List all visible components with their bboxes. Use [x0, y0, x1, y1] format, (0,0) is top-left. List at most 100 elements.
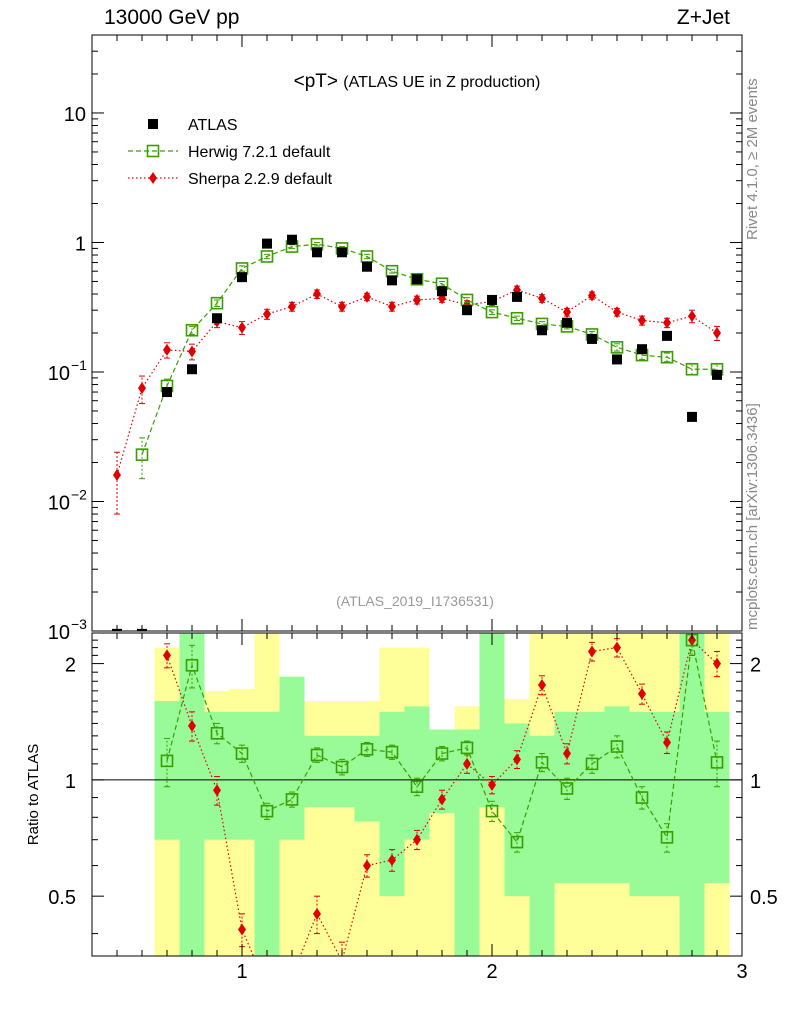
mcplots-reference-label: mcplots.cern.ch [arXiv:1306.3436] [744, 403, 761, 630]
band-outer-low [604, 883, 630, 956]
band-outer-low [204, 839, 230, 956]
ratio-ylabel: Ratio to ATLAS [25, 744, 42, 845]
sherpa-ratio-point [238, 923, 246, 936]
sherpa-ratio-point [463, 757, 471, 770]
herwig-ratio-point [435, 747, 449, 760]
atlas-point [687, 411, 697, 422]
band-outer-low [704, 883, 730, 956]
band-outer-low [379, 896, 405, 956]
sherpa-point [113, 469, 121, 482]
herwig-ratio-point [285, 793, 299, 806]
sherpa-ratio-point [588, 645, 596, 658]
herwig-ratio-point [360, 742, 374, 756]
band-outer-low [504, 896, 530, 956]
sherpa-ratio-point [313, 907, 321, 920]
herwig-ratio-point [235, 747, 249, 760]
sherpa-point [663, 316, 671, 329]
herwig-point [210, 296, 224, 310]
band-inner [254, 711, 280, 956]
herwig-ratio-point [460, 741, 474, 755]
ratio-ytick-label: 2 [65, 655, 76, 677]
ratio-ytick-label: 0.5 [48, 887, 76, 909]
herwig-ratio-point [185, 658, 199, 672]
sherpa-point [713, 327, 721, 339]
herwig-point [185, 323, 199, 337]
main-ytick-label: 10 [48, 492, 70, 514]
sherpa-ratio-point [538, 679, 546, 692]
sherpa-point [588, 289, 596, 302]
atlas-point [212, 313, 222, 324]
herwig-ratio-line [166, 640, 718, 844]
sherpa-line [116, 289, 718, 476]
main-ytick-exponent: −2 [71, 486, 87, 502]
herwig-point [410, 272, 424, 286]
herwig-ratio-point [385, 745, 399, 759]
header-process: 13000 GeV pp [104, 6, 240, 29]
band-inner [679, 633, 705, 956]
herwig-ratio-point [310, 748, 324, 762]
sherpa-ratio-point [663, 736, 671, 749]
herwig-ratio-point [410, 780, 424, 794]
sherpa-point [263, 308, 271, 321]
herwig-ratio-point [635, 791, 649, 804]
band-outer-low [304, 807, 330, 956]
herwig-point [510, 311, 524, 325]
band-outer-low [229, 839, 255, 956]
atlas-point [237, 272, 247, 283]
atlas-point [612, 354, 622, 365]
sherpa-ratio-point [188, 719, 196, 732]
sherpa-point [413, 293, 421, 306]
sherpa-ratio-point [638, 687, 646, 700]
main-ytick-label: 10 [48, 622, 70, 644]
sherpa-ratio-point [213, 784, 221, 797]
header-channel: Z+Jet [676, 6, 730, 29]
herwig-ratio-point [585, 757, 599, 771]
atlas-point [437, 286, 447, 297]
sherpa-ratio-point [488, 778, 496, 791]
sherpa-ratio-point [713, 657, 721, 670]
main-ytick-label: 10 [64, 104, 86, 126]
herwig-point [685, 362, 699, 376]
atlas-point [412, 274, 422, 285]
herwig-ratio-point [485, 804, 499, 818]
herwig-ratio-point [160, 754, 174, 768]
atlas-point [712, 369, 722, 380]
ratio-ytick-label-right: 2 [750, 655, 761, 677]
sherpa-point [613, 306, 621, 319]
band-outer-low [554, 883, 580, 956]
band-outer-low [329, 807, 355, 956]
legend-herwig-marker [146, 144, 160, 158]
sherpa-ratio-point [563, 747, 571, 760]
atlas-uncertainty-bands [154, 633, 730, 956]
band-outer-low [429, 813, 455, 956]
atlas-point [187, 364, 197, 375]
analysis-id: (ATLAS_2019_I1736531) [336, 593, 494, 609]
ratio-ytick-label: 1 [65, 771, 76, 793]
ratio-xtick-label: 3 [736, 961, 747, 983]
sherpa-point [238, 321, 246, 334]
ratio-ytick-label-right: 1 [750, 771, 761, 793]
sherpa-ratio-point [263, 982, 271, 994]
band-outer-low [154, 839, 180, 956]
herwig-line [141, 243, 717, 455]
herwig-ratio-point [210, 726, 224, 740]
sherpa-ratio-point [363, 859, 371, 872]
band-inner [179, 633, 205, 956]
legend-atlas-marker [148, 119, 158, 129]
sherpa-point [688, 310, 696, 323]
sherpa-point [388, 300, 396, 313]
sherpa-ratio-point [388, 854, 396, 867]
sherpa-point [138, 382, 146, 395]
sherpa-ratio-point [438, 793, 446, 806]
herwig-point [135, 448, 149, 461]
herwig-ratio-point [510, 835, 524, 849]
main-ytick-label: 10 [48, 363, 70, 385]
atlas-point [312, 247, 322, 258]
atlas-point [512, 291, 522, 302]
herwig-point [260, 250, 274, 263]
herwig-ratio-point [660, 831, 674, 844]
herwig-ratio-point [260, 804, 274, 818]
atlas-point [562, 317, 572, 328]
atlas-point [387, 275, 397, 286]
